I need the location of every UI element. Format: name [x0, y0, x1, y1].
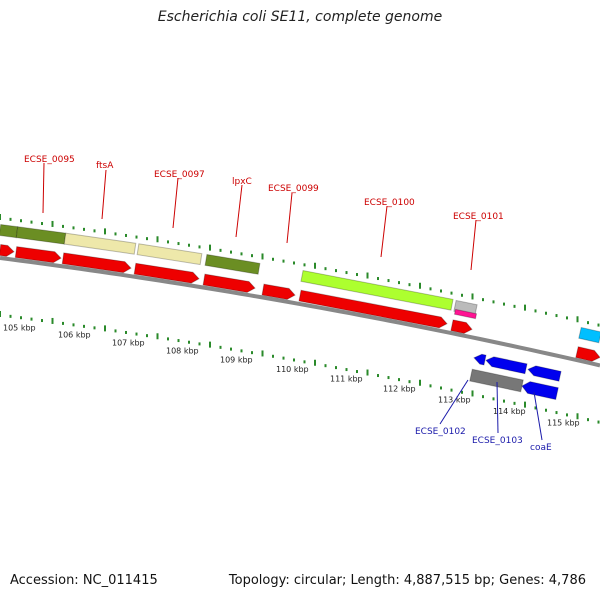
kbp-label: 112 kbp	[383, 384, 416, 393]
cds-arrow-shape	[14, 246, 62, 264]
cds-arrow-shape	[0, 243, 15, 257]
cds-arrow-shape	[202, 273, 256, 293]
forward-gene-leader	[235, 184, 243, 238]
feature-bar-shape	[15, 226, 67, 245]
reverse-feature-bar-shape	[469, 368, 524, 393]
kbp-label: 106 kbp	[58, 331, 91, 340]
forward-gene-label: ECSE_0097	[154, 170, 205, 180]
cds-arrow-shape	[133, 262, 200, 284]
feature-bar	[578, 326, 600, 344]
reverse-cds-arrow	[521, 381, 559, 401]
reverse-gene-leader	[496, 381, 499, 434]
reverse-cds-arrow-shape	[521, 381, 559, 401]
kbp-label: 105 kbp	[3, 323, 36, 332]
reverse-feature-bar	[469, 368, 524, 393]
kbp-label: 114 kbp	[493, 407, 526, 416]
forward-gene-label: ECSE_0101	[453, 212, 504, 222]
feature-bar-magenta	[453, 308, 478, 320]
reverse-gene-label: ECSE_0103	[472, 436, 523, 446]
reverse-cds-arrow	[473, 353, 487, 366]
genome-summary-text: Topology: circular; Length: 4,887,515 bp…	[228, 573, 586, 588]
forward-gene-leader	[172, 177, 179, 229]
reverse-gene-leader	[439, 379, 469, 425]
feature-bar-shape	[204, 253, 261, 275]
cds-arrow	[133, 262, 200, 284]
forward-gene-label: ECSE_0099	[268, 184, 319, 194]
reverse-gene-leader	[533, 391, 543, 441]
feature-bar-magenta-shape	[453, 308, 478, 320]
cds-arrow	[14, 246, 62, 264]
cds-arrow	[450, 319, 473, 334]
feature-bar	[136, 243, 203, 266]
map-title: Escherichia coli SE11, complete genome	[157, 9, 443, 25]
cds-arrow-shape	[61, 252, 132, 274]
forward-gene-label: ftsA	[96, 161, 114, 171]
feature-bar	[15, 226, 67, 245]
kbp-label: 111 kbp	[330, 374, 363, 383]
reverse-cds-arrow-shape	[485, 356, 528, 375]
feature-bar	[0, 223, 19, 239]
cds-arrow	[261, 283, 296, 300]
kbp-label: 107 kbp	[112, 338, 145, 347]
forward-gene-leader	[470, 219, 477, 271]
genome-backbone	[0, 256, 600, 368]
forward-gene-leader	[101, 169, 107, 220]
accession-text: Accession: NC_011415	[10, 573, 158, 588]
cds-arrow	[61, 252, 132, 274]
reverse-cds-arrow-shape	[527, 365, 562, 382]
cds-arrow-shape	[261, 283, 296, 300]
reverse-cds-arrow	[527, 365, 562, 382]
reverse-cds-arrow-shape	[473, 353, 487, 366]
kbp-label: 110 kbp	[276, 365, 309, 374]
forward-gene-leader	[380, 205, 388, 258]
feature-bar	[63, 232, 137, 255]
cds-arrow-shape	[298, 289, 448, 329]
kbp-label: 115 kbp	[547, 418, 580, 427]
cds-arrow-shape	[450, 319, 473, 334]
forward-gene-label: ECSE_0100	[364, 198, 415, 208]
kbp-label: 113 kbp	[438, 395, 471, 404]
cds-arrow	[575, 346, 600, 362]
reverse-cds-arrow	[485, 356, 528, 375]
feature-bar-shape	[63, 232, 137, 255]
reverse-gene-label: coaE	[530, 443, 552, 453]
cds-arrow	[0, 243, 15, 257]
forward-gene-leader	[286, 192, 293, 244]
kbp-label: 109 kbp	[220, 355, 253, 364]
feature-bar	[300, 269, 454, 311]
cds-arrow-shape	[575, 346, 600, 362]
forward-gene-leader	[42, 162, 45, 214]
feature-bar-shape	[136, 243, 203, 266]
feature-bar-shape	[300, 269, 454, 311]
feature-bar-shape	[578, 326, 600, 344]
reverse-gene-label: ECSE_0102	[415, 427, 466, 437]
cds-arrow	[298, 289, 448, 329]
kbp-label: 108 kbp	[166, 347, 199, 356]
forward-gene-label: ECSE_0095	[24, 155, 75, 165]
cds-arrow	[202, 273, 256, 293]
feature-bar-shape	[0, 223, 19, 239]
forward-gene-label: lpxC	[232, 177, 252, 187]
feature-bar	[204, 253, 261, 275]
